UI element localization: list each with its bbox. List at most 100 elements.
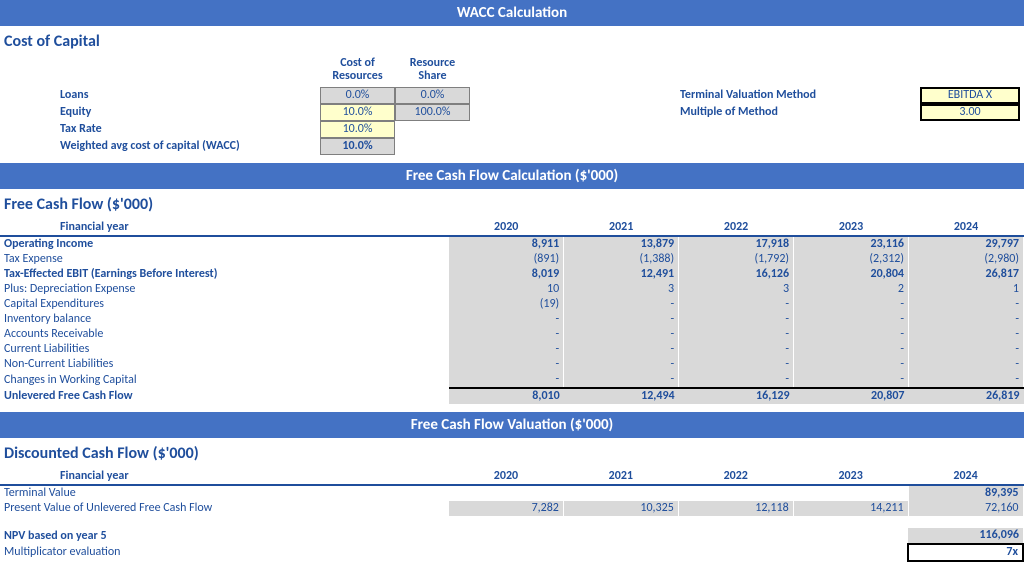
fcf-row: Operating Income8,91113,87917,91823,1162… — [0, 236, 1024, 252]
fcf-cell: - — [794, 312, 909, 327]
coc-wacc-value: 10.0% — [320, 138, 395, 155]
fcf-row-label: Changes in Working Capital — [0, 372, 449, 388]
coc-loans-cost: 0.0% — [320, 87, 395, 104]
fcf-row-label: Current Liabilities — [0, 342, 449, 357]
dcf-mult-value: 7x — [908, 544, 1023, 561]
dcf-year-0: 2020 — [449, 469, 564, 485]
fcf-cell: - — [909, 372, 1024, 388]
fcf-row-label: Non-Current Liabilities — [0, 357, 449, 372]
fcf-cell: - — [794, 327, 909, 342]
coc-table: Loans Equity Tax Rate Weighted avg cost … — [0, 87, 1024, 155]
fcf-cell: - — [679, 297, 794, 312]
terminal-method-label: Terminal Valuation Method — [680, 87, 920, 104]
fcf-cell: - — [679, 312, 794, 327]
fcf-year-1: 2021 — [564, 220, 679, 236]
fcf-row-label: Tax Expense — [0, 252, 449, 267]
dcf-mult-label: Multiplicator evaluation — [0, 544, 449, 561]
coc-label-loans: Loans — [60, 87, 320, 104]
fcf-cell: 1 — [909, 282, 1024, 297]
dcf-terminal-2 — [678, 485, 793, 501]
dcf-terminal-row: Terminal Value 89,395 — [0, 485, 1023, 501]
fcf-cell: 3 — [564, 282, 679, 297]
fcf-cell: - — [909, 327, 1024, 342]
fcf-cell: - — [909, 357, 1024, 372]
dcf-npv-value: 116,096 — [908, 528, 1023, 544]
section-title-fcf: Free Cash Flow ($'000) — [0, 189, 1024, 220]
fcf-row: Current Liabilities----- — [0, 342, 1024, 357]
fcf-cell: - — [449, 372, 564, 388]
fcf-total-0: 8,010 — [449, 388, 564, 404]
fcf-row: Capital Expenditures(19)---- — [0, 297, 1024, 312]
fcf-cell: 10 — [449, 282, 564, 297]
fcf-cell: 29,797 — [909, 236, 1024, 252]
fcf-total-2: 16,129 — [679, 388, 794, 404]
fcf-row: Inventory balance----- — [0, 312, 1024, 327]
fcf-cell: (2,312) — [794, 252, 909, 267]
fcf-cell: - — [564, 297, 679, 312]
fcf-cell: - — [794, 372, 909, 388]
dcf-mult-row: Multiplicator evaluation 7x — [0, 544, 1023, 561]
fcf-cell: 20,804 — [794, 267, 909, 282]
coc-tax-cost[interactable]: 10.0% — [320, 121, 395, 138]
fcf-row-label: Operating Income — [0, 236, 449, 252]
fcf-row-label: Inventory balance — [0, 312, 449, 327]
fcf-cell: 23,116 — [794, 236, 909, 252]
fcf-total-1: 12,494 — [564, 388, 679, 404]
fcf-cell: - — [794, 342, 909, 357]
dcf-year-3: 2023 — [793, 469, 908, 485]
dcf-pv-row: Present Value of Unlevered Free Cash Flo… — [0, 501, 1023, 516]
fcf-cell: 8,911 — [449, 236, 564, 252]
fcf-row: Plus: Depreciation Expense103321 — [0, 282, 1024, 297]
dcf-pv-4: 72,160 — [908, 501, 1023, 516]
dcf-year-2: 2022 — [678, 469, 793, 485]
dcf-year-1: 2021 — [563, 469, 678, 485]
fcf-cell: - — [909, 297, 1024, 312]
dcf-terminal-3 — [793, 485, 908, 501]
dcf-year-4: 2024 — [908, 469, 1023, 485]
terminal-method-value[interactable]: EBITDA X — [920, 87, 1020, 104]
fcf-row: Accounts Receivable----- — [0, 327, 1024, 342]
fcf-finyear-label: Financial year — [0, 220, 449, 236]
fcf-cell: (19) — [449, 297, 564, 312]
fcf-year-4: 2024 — [909, 220, 1024, 236]
fcf-cell: 26,817 — [909, 267, 1024, 282]
fcf-cell: (1,792) — [679, 252, 794, 267]
fcf-year-header: Financial year 2020 2021 2022 2023 2024 — [0, 220, 1024, 236]
dcf-pv-2: 12,118 — [678, 501, 793, 516]
coc-header-cost: Cost of Resources — [320, 57, 395, 83]
fcf-row-label: Accounts Receivable — [0, 327, 449, 342]
dcf-npv-label: NPV based on year 5 — [0, 528, 449, 544]
fcf-cell: - — [679, 372, 794, 388]
fcf-cell: (2,980) — [909, 252, 1024, 267]
fcf-row: Tax-Effected EBIT (Earnings Before Inter… — [0, 267, 1024, 282]
fcf-cell: 2 — [794, 282, 909, 297]
banner-val: Free Cash Flow Valuation ($'000) — [0, 412, 1024, 438]
multiple-value[interactable]: 3.00 — [920, 104, 1020, 121]
fcf-cell: - — [564, 342, 679, 357]
dcf-pv-0: 7,282 — [449, 501, 564, 516]
fcf-row: Non-Current Liabilities----- — [0, 357, 1024, 372]
dcf-npv-row: NPV based on year 5 116,096 — [0, 528, 1023, 544]
coc-equity-cost[interactable]: 10.0% — [320, 104, 395, 121]
fcf-cell: 8,019 — [449, 267, 564, 282]
fcf-table: Financial year 2020 2021 2022 2023 2024 … — [0, 220, 1024, 404]
coc-header-share: Resource Share — [395, 57, 470, 83]
fcf-cell: 16,126 — [679, 267, 794, 282]
banner-wacc: WACC Calculation — [0, 0, 1024, 26]
fcf-total-4: 26,819 — [909, 388, 1024, 404]
coc-label-wacc: Weighted avg cost of capital (WACC) — [60, 138, 320, 155]
fcf-cell: - — [564, 357, 679, 372]
fcf-cell: 13,879 — [564, 236, 679, 252]
fcf-cell: 3 — [679, 282, 794, 297]
section-title-coc: Cost of Capital — [0, 26, 1024, 57]
fcf-cell: - — [449, 312, 564, 327]
dcf-year-header: Financial year 2020 2021 2022 2023 2024 — [0, 469, 1023, 485]
fcf-cell: - — [909, 312, 1024, 327]
fcf-cell: - — [794, 357, 909, 372]
fcf-cell: - — [449, 327, 564, 342]
fcf-row: Tax Expense(891)(1,388)(1,792)(2,312)(2,… — [0, 252, 1024, 267]
fcf-cell: - — [449, 342, 564, 357]
fcf-year-3: 2023 — [794, 220, 909, 236]
fcf-total-3: 20,807 — [794, 388, 909, 404]
fcf-year-2: 2022 — [679, 220, 794, 236]
